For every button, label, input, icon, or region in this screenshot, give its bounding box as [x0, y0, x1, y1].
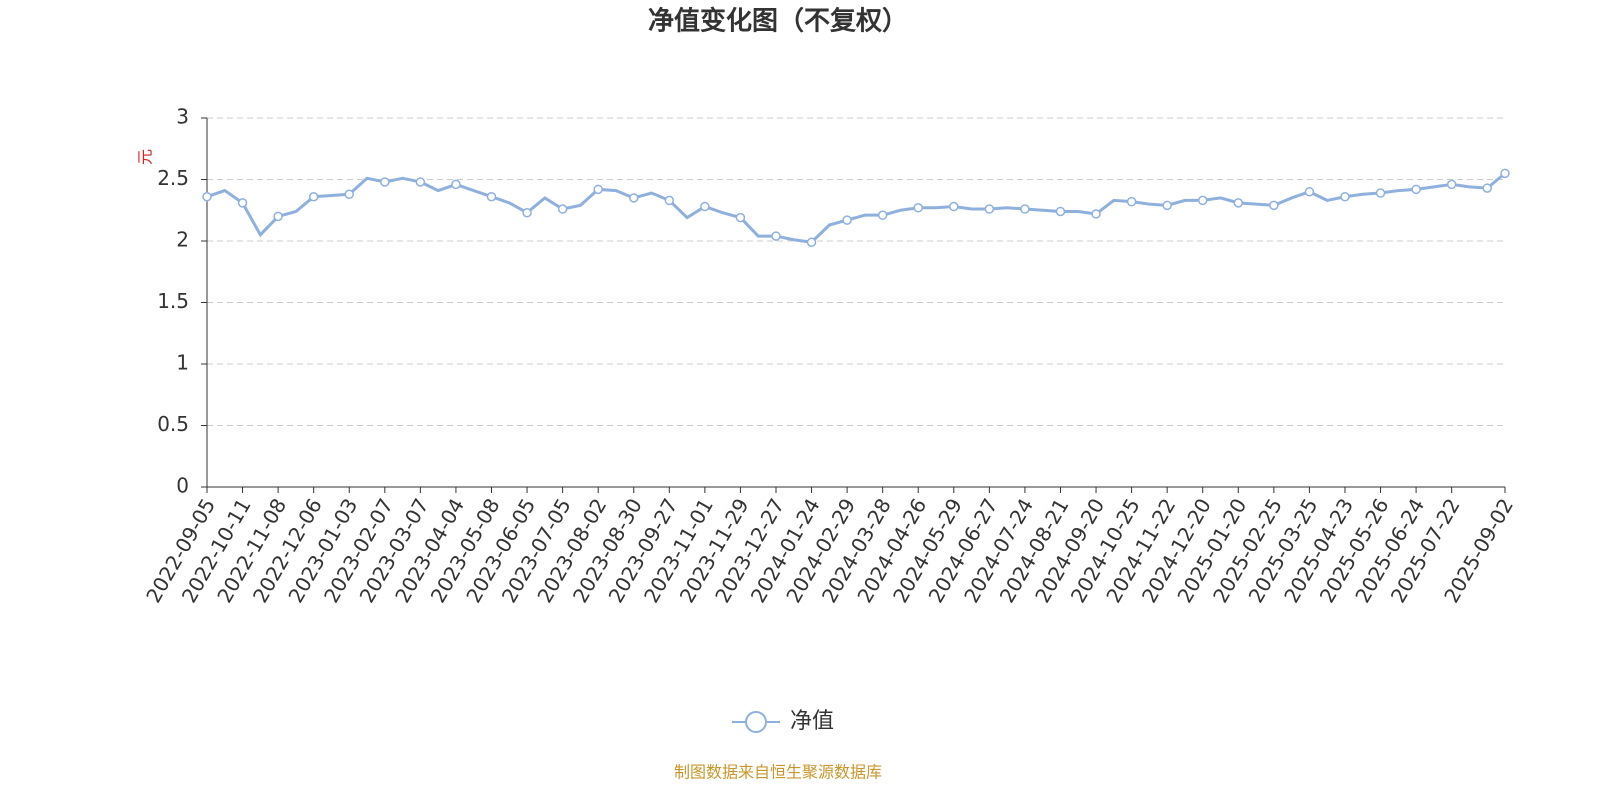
point	[1375, 188, 1386, 198]
y-tick-label: 3	[176, 105, 189, 129]
point	[842, 215, 852, 225]
y-tick-label: 1.5	[157, 289, 189, 313]
y-tick-label: 0.5	[157, 412, 189, 436]
point	[308, 191, 319, 202]
legend-marker	[745, 711, 767, 733]
point	[877, 210, 888, 220]
point	[415, 177, 426, 187]
point	[664, 195, 675, 206]
point	[1482, 183, 1492, 193]
point	[1269, 200, 1279, 211]
y-tick-label: 2	[176, 228, 189, 252]
point	[700, 201, 710, 212]
point	[984, 204, 995, 214]
point	[557, 204, 568, 214]
point	[1500, 168, 1510, 179]
point	[451, 179, 461, 190]
point	[1020, 204, 1030, 214]
chart-title: 净值变化图（不复权）	[648, 6, 908, 37]
y-tick-label: 1	[176, 351, 189, 375]
y-axis-label: 元	[136, 149, 155, 165]
series-line	[206, 172, 1506, 244]
point	[522, 207, 532, 218]
point	[1162, 200, 1172, 211]
point	[628, 193, 639, 203]
point	[949, 201, 959, 212]
point	[593, 184, 603, 195]
point	[1091, 209, 1101, 219]
point	[1446, 179, 1457, 190]
y-tick-label: 0	[176, 474, 189, 498]
point	[1233, 198, 1244, 208]
point	[486, 191, 497, 202]
point	[237, 198, 248, 208]
point	[771, 231, 781, 241]
point	[1197, 195, 1208, 206]
point	[273, 211, 283, 222]
y-tick-label: 2.5	[157, 166, 189, 190]
legend-label: 净值	[790, 709, 834, 734]
point	[1411, 184, 1421, 195]
point	[380, 177, 390, 187]
point	[202, 191, 212, 202]
point	[1055, 206, 1066, 217]
point	[344, 189, 354, 200]
point	[1340, 191, 1350, 202]
point	[735, 212, 746, 223]
point	[806, 237, 817, 247]
source-note: 制图数据来自恒生聚源数据库	[674, 763, 882, 782]
point	[1126, 196, 1137, 207]
point	[913, 203, 923, 213]
point	[1304, 187, 1315, 197]
